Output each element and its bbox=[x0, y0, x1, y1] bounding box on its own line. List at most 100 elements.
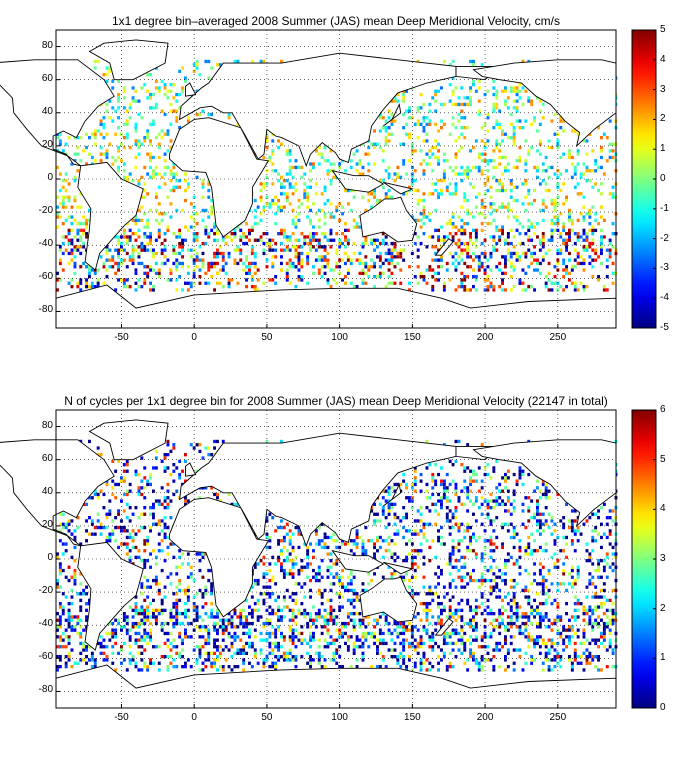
data-cell bbox=[108, 509, 112, 513]
data-cell bbox=[312, 555, 315, 560]
data-cell bbox=[463, 285, 467, 289]
data-cell bbox=[378, 241, 382, 246]
data-cell bbox=[472, 59, 475, 64]
data-cell bbox=[501, 188, 505, 193]
data-cell bbox=[445, 489, 449, 493]
data-cell bbox=[472, 258, 475, 262]
data-cell bbox=[492, 578, 496, 583]
data-cell bbox=[248, 271, 251, 276]
data-cell bbox=[338, 582, 342, 586]
data-cell bbox=[553, 655, 557, 659]
data-cell bbox=[361, 142, 365, 146]
data-cell bbox=[472, 655, 475, 659]
data-cell bbox=[442, 635, 446, 639]
data-cell bbox=[137, 472, 141, 477]
data-cell bbox=[79, 641, 83, 646]
data-cell bbox=[504, 625, 507, 629]
data-cell bbox=[181, 641, 185, 646]
data-cell bbox=[361, 271, 365, 276]
data-cell bbox=[399, 281, 403, 285]
data-cell bbox=[547, 648, 551, 652]
data-cell bbox=[448, 612, 452, 616]
data-cell bbox=[376, 645, 379, 649]
data-cell bbox=[152, 122, 155, 127]
data-cell bbox=[70, 588, 74, 593]
data-cell bbox=[233, 248, 237, 252]
data-cell bbox=[210, 612, 214, 616]
data-cell bbox=[67, 641, 71, 646]
data-cell bbox=[492, 466, 496, 470]
data-cell bbox=[122, 258, 126, 262]
data-cell bbox=[125, 529, 129, 533]
data-cell bbox=[323, 159, 327, 163]
data-cell bbox=[533, 251, 537, 256]
data-cell bbox=[393, 542, 397, 546]
data-cell bbox=[474, 621, 478, 626]
data-cell bbox=[562, 275, 566, 279]
data-cell bbox=[474, 499, 478, 503]
data-cell bbox=[227, 116, 231, 120]
data-cell bbox=[56, 655, 59, 659]
data-cell bbox=[402, 525, 406, 530]
data-cell bbox=[381, 261, 385, 266]
data-cell bbox=[370, 142, 374, 146]
data-cell bbox=[149, 238, 153, 242]
data-cell bbox=[277, 615, 281, 619]
data-cell bbox=[349, 578, 353, 583]
data-cell bbox=[233, 228, 237, 233]
data-cell bbox=[579, 281, 583, 285]
data-cell bbox=[131, 615, 135, 619]
data-cell bbox=[480, 655, 484, 659]
data-cell bbox=[422, 126, 426, 130]
data-cell bbox=[466, 545, 470, 550]
data-cell bbox=[268, 562, 272, 566]
data-cell bbox=[79, 542, 83, 546]
data-cell bbox=[227, 278, 231, 282]
data-cell bbox=[67, 529, 71, 533]
data-cell bbox=[370, 578, 374, 583]
data-cell bbox=[466, 658, 470, 662]
data-cell bbox=[294, 525, 298, 530]
data-cell bbox=[317, 208, 321, 213]
data-cell bbox=[154, 218, 158, 223]
data-cell bbox=[536, 549, 539, 553]
data-cell bbox=[486, 463, 490, 467]
data-cell bbox=[122, 281, 126, 285]
data-cell bbox=[440, 502, 443, 507]
data-cell bbox=[204, 602, 208, 606]
data-cell bbox=[474, 479, 478, 483]
data-cell bbox=[137, 492, 141, 497]
data-cell bbox=[64, 248, 68, 252]
data-cell bbox=[445, 496, 449, 500]
data-cell bbox=[233, 612, 237, 616]
data-cell bbox=[524, 552, 528, 556]
data-cell bbox=[541, 549, 545, 553]
data-cell bbox=[175, 618, 179, 622]
data-cell bbox=[448, 635, 452, 639]
data-cell bbox=[317, 525, 321, 530]
data-cell bbox=[172, 555, 176, 560]
data-cell bbox=[137, 255, 141, 259]
data-cell bbox=[486, 506, 490, 510]
data-cell bbox=[501, 645, 505, 649]
data-cell bbox=[64, 595, 68, 599]
data-cell bbox=[541, 592, 545, 596]
data-cell bbox=[568, 278, 571, 282]
data-cell bbox=[268, 651, 272, 656]
data-cell bbox=[152, 598, 155, 603]
data-cell bbox=[419, 668, 423, 672]
data-cell bbox=[67, 195, 71, 199]
data-cell bbox=[329, 559, 333, 563]
data-cell bbox=[413, 665, 417, 669]
coastline-outline bbox=[169, 117, 270, 238]
data-cell bbox=[457, 496, 461, 500]
data-cell bbox=[306, 185, 310, 189]
data-cell bbox=[256, 618, 260, 622]
data-cell bbox=[492, 499, 496, 503]
data-cell bbox=[434, 109, 438, 113]
data-cell bbox=[387, 542, 391, 546]
data-cell bbox=[541, 479, 545, 483]
data-cell bbox=[378, 545, 382, 550]
data-cell bbox=[541, 255, 545, 259]
data-cell bbox=[265, 136, 269, 140]
